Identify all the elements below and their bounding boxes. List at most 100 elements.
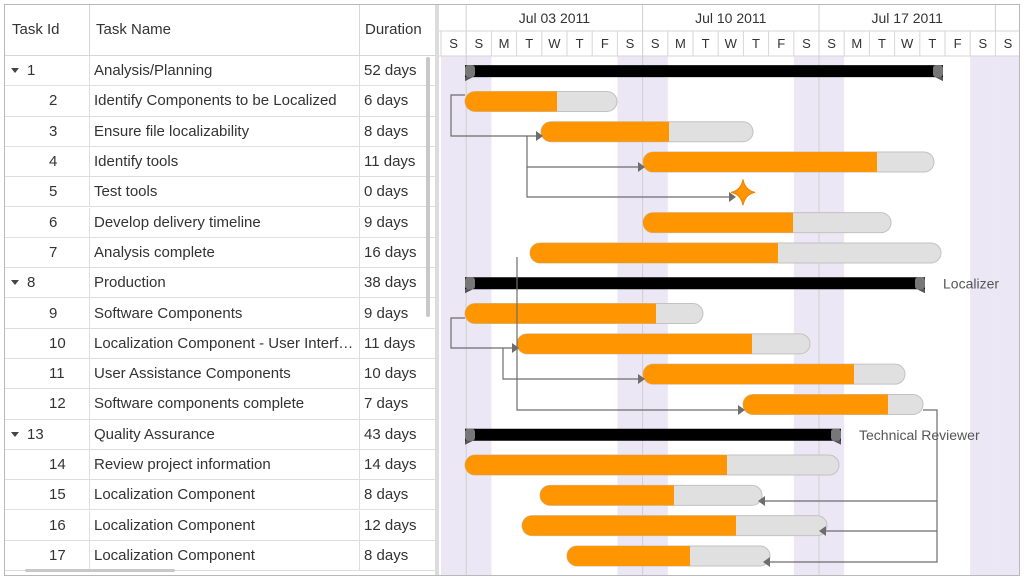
collapse-arrow-icon[interactable]	[11, 280, 19, 286]
table-row[interactable]: 12 Software components complete 7 days	[5, 389, 435, 420]
task-name-cell: Localization Component	[90, 540, 360, 571]
task-id-cell: 14	[5, 449, 90, 480]
task-id-text: 10	[49, 334, 66, 352]
summary-bar-cap	[915, 277, 925, 290]
day-header-label: T	[525, 36, 533, 51]
horizontal-scrollbar[interactable]	[25, 569, 175, 572]
task-id-text: 16	[49, 516, 66, 534]
table-row[interactable]: 3 Ensure file localizability 8 days	[5, 116, 435, 147]
milestone-diamond[interactable]	[730, 179, 756, 206]
duration-cell: 10 days	[364, 365, 417, 383]
connector-arrow-icon	[738, 405, 745, 415]
task-name-text: Quality Assurance	[94, 425, 215, 443]
duration-cell: 11 days	[364, 334, 416, 352]
task-name-text: Localization Component - User Interf…	[94, 334, 354, 352]
vertical-scrollbar[interactable]	[426, 57, 430, 317]
collapse-arrow-icon[interactable]	[11, 68, 19, 74]
summary-bar-start-marker	[465, 77, 473, 82]
task-name-cell: Localization Component - User Interf…	[90, 328, 360, 358]
connector-arrow-icon	[638, 162, 645, 172]
task-id-text: 3	[49, 122, 58, 140]
task-name-cell: Software Components	[90, 298, 360, 328]
collapse-arrow-icon[interactable]	[11, 431, 19, 437]
task-progress-bar-edge	[781, 212, 793, 233]
day-header-label: S	[449, 36, 458, 51]
task-id-text: 4	[49, 153, 58, 171]
task-name-text: Software Components	[94, 304, 243, 322]
column-header-duration[interactable]: Duration	[365, 21, 422, 38]
table-row[interactable]: 15 Localization Component 8 days	[5, 480, 435, 511]
table-row[interactable]: 11 User Assistance Components 10 days	[5, 359, 435, 390]
task-id-text: 6	[49, 213, 58, 231]
duration-cell: 52 days	[364, 62, 417, 80]
task-name-text: Localization Component	[94, 516, 255, 534]
task-progress-bar-edge	[644, 303, 656, 324]
task-progress-bar-edge	[545, 91, 557, 112]
task-name-cell: Analysis complete	[90, 237, 360, 268]
table-row[interactable]: 6 Develop delivery timeline 9 days	[5, 207, 435, 238]
task-id-cell: 16	[5, 510, 90, 540]
weekend-shade	[441, 56, 467, 575]
task-id-text: 7	[49, 243, 58, 261]
duration-cell: 9 days	[364, 213, 409, 231]
table-row[interactable]: 13 Quality Assurance 43 days	[5, 419, 435, 450]
duration-cell: 8 days	[364, 122, 409, 140]
summary-task-bar[interactable]	[465, 428, 841, 441]
day-header-label: M	[851, 36, 862, 51]
task-id-cell: 6	[5, 207, 90, 237]
table-row[interactable]: 8 Production 38 days	[5, 268, 435, 299]
column-header-task-name[interactable]: Task Name	[90, 5, 360, 55]
week-header-label: Jul 03 2011	[519, 10, 591, 26]
task-name-cell: User Assistance Components	[90, 359, 360, 389]
dependency-connector	[765, 409, 938, 502]
table-row[interactable]: 2 Identify Components to be Localized 6 da…	[5, 86, 435, 117]
connector-arrow-icon	[512, 343, 519, 353]
task-id-text: 8	[27, 274, 36, 292]
day-header-label: F	[954, 36, 962, 51]
gantt-chart: Jul 03 2011 Jul 10 2011 Jul 17 2011 S S M T W T F…	[439, 5, 1019, 575]
task-name-cell: Develop delivery timeline	[90, 207, 360, 237]
day-header-label: T	[752, 36, 760, 51]
day-header-label: S	[827, 36, 836, 51]
week-header-label: Jul 17 2011	[872, 10, 944, 26]
summary-bar-cap	[465, 65, 475, 78]
table-row[interactable]: 16 Localization Component 12 days	[5, 510, 435, 541]
table-row[interactable]: 4 Identify tools 11 days	[5, 146, 435, 178]
table-row[interactable]: 5 Test tools 0 days	[5, 177, 435, 208]
table-row[interactable]: 7 Analysis complete 16 days	[5, 237, 435, 269]
duration-cell: 8 days	[364, 546, 409, 564]
day-header-label: W	[901, 36, 914, 51]
duration-cell: 12 days	[364, 516, 417, 534]
connector-arrow-icon	[819, 526, 826, 536]
summary-bar-end-marker	[935, 77, 943, 82]
task-name-text: Identify tools	[94, 153, 179, 171]
task-id-cell: 12	[5, 389, 90, 419]
summary-task-bar[interactable]	[465, 277, 925, 290]
column-header-task-id[interactable]: Task Id	[5, 5, 90, 55]
dependency-connector	[450, 317, 512, 349]
task-id-cell: 11	[5, 359, 90, 389]
task-progress-bar-edge	[724, 515, 736, 536]
task-name-cell: Review project information	[90, 449, 360, 480]
table-row[interactable]: 9 Software Components 9 days	[5, 298, 435, 329]
table-row[interactable]: 17 Localization Component 8 days	[5, 540, 435, 572]
gantt-control: Task Id Task Name Duration 1 Analysis/Pla…	[4, 4, 1020, 576]
task-progress-bar-edge	[766, 242, 778, 263]
task-id-cell: 13	[5, 419, 90, 449]
task-progress-bar	[643, 152, 877, 173]
table-row[interactable]: 10 Localization Component - User Interf… 1…	[5, 328, 435, 359]
task-id-cell: 9	[5, 298, 90, 328]
day-header-label: S	[626, 36, 635, 51]
summary-bar-start-marker	[465, 289, 473, 294]
task-id-cell: 8	[5, 268, 90, 298]
day-header-label: S	[1004, 36, 1013, 51]
summary-task-bar[interactable]	[465, 65, 943, 78]
table-row[interactable]: 1 Analysis/Planning 52 days	[5, 56, 435, 87]
task-id-cell: 17	[5, 540, 90, 571]
table-row[interactable]: 14 Review project information 14 days	[5, 449, 435, 481]
resource-label: Technical Reviewer	[859, 427, 980, 443]
connector-arrow-icon	[758, 496, 765, 506]
splitter[interactable]	[435, 5, 439, 575]
duration-cell: 14 days	[364, 456, 417, 474]
task-progress-bar	[517, 333, 752, 354]
